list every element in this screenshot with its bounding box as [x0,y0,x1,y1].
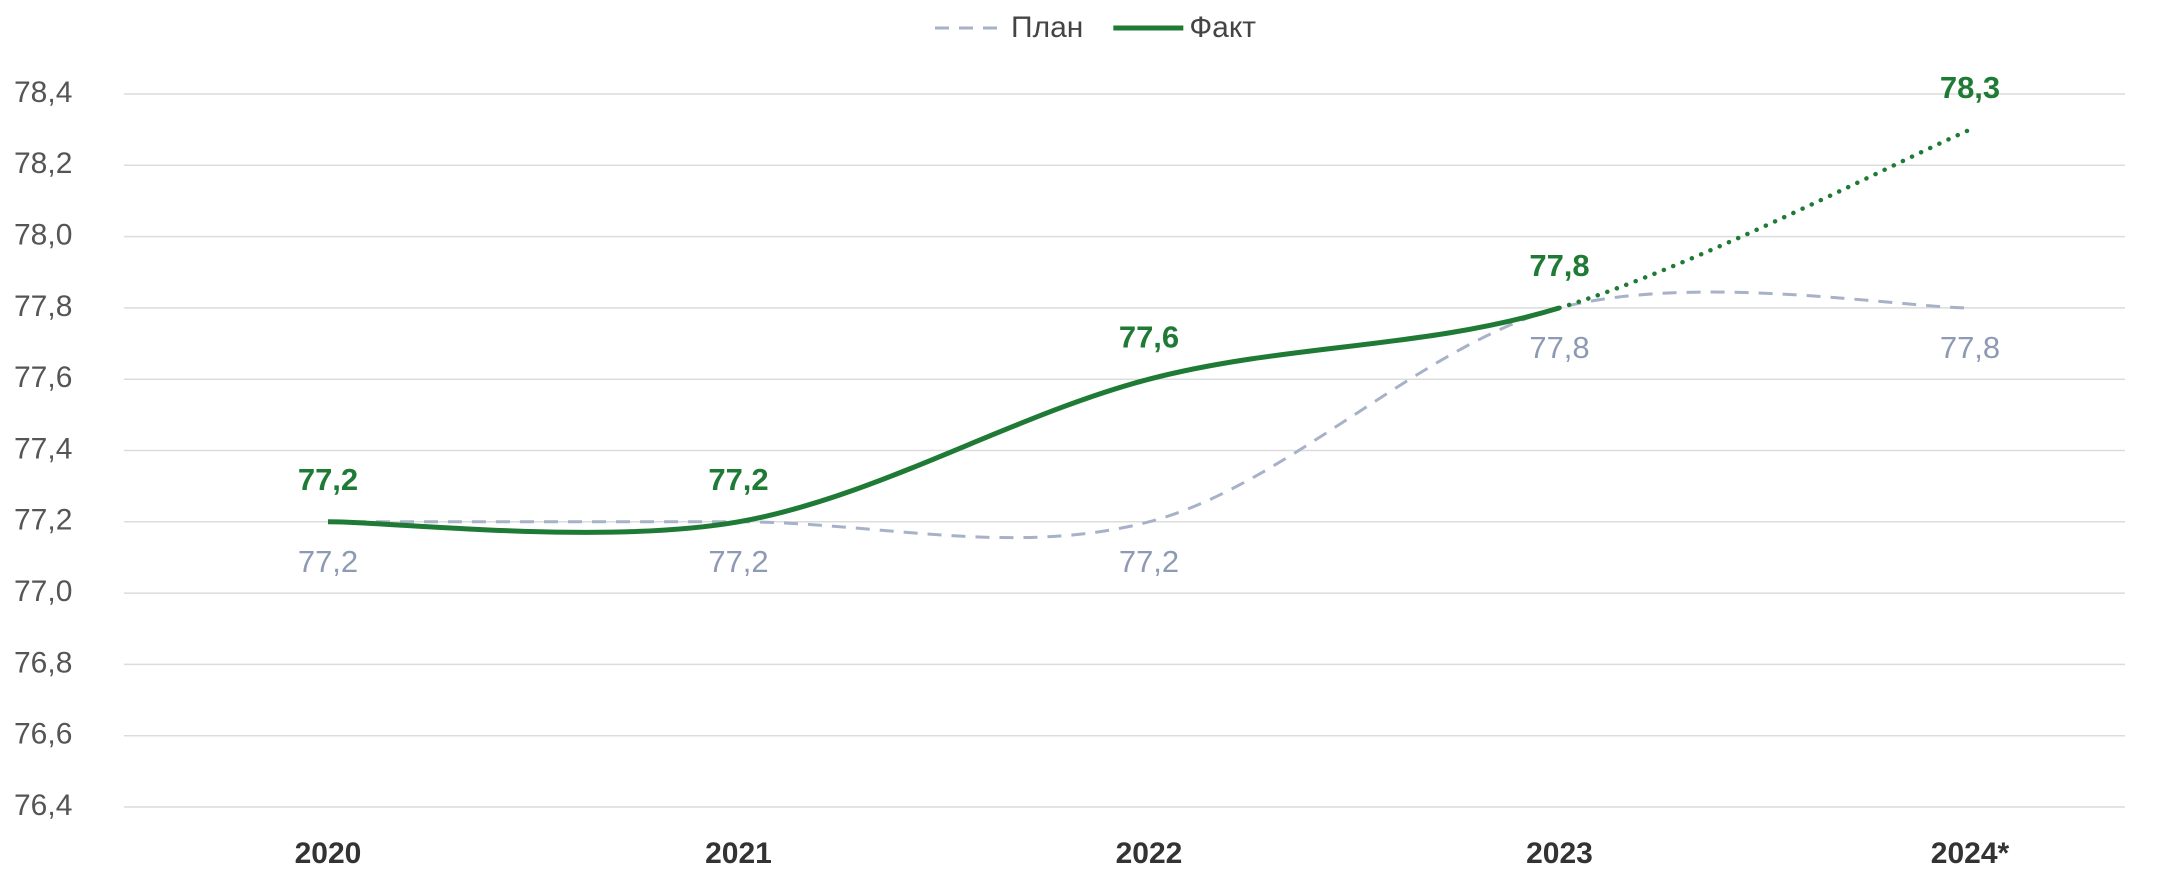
x-tick-label: 2022 [1116,837,1183,870]
y-tick-label: 77,6 [14,361,72,394]
y-tick-label: 78,4 [14,76,72,109]
legend: План Факт [935,11,1256,44]
data-label: 77,8 [1940,330,2000,365]
x-tick-label: 2020 [295,837,362,870]
y-tick-label: 77,4 [14,432,72,465]
y-tick-label: 78,2 [14,147,72,180]
x-tick-label: 2021 [705,837,772,870]
y-tick-label: 76,4 [14,789,72,822]
y-tick-label: 77,2 [14,504,72,537]
legend-label: Факт [1189,11,1256,44]
series-line [327,305,1561,535]
x-tick-label: 2023 [1526,837,1593,870]
data-label: 77,8 [1529,330,1589,365]
data-label: 77,2 [708,544,768,579]
series-line [327,290,1971,540]
data-label: 77,6 [1119,319,1179,354]
data-label: 78,3 [1940,70,2000,105]
y-tick-label: 77,8 [14,290,72,323]
y-tick-label: 76,6 [14,718,72,751]
x-tick-label: 2024* [1931,837,2010,870]
data-label: 77,2 [1119,544,1179,579]
data-label: 77,2 [298,544,358,579]
data-label: 77,2 [298,462,358,497]
y-tick-label: 78,0 [14,219,72,252]
y-tick-label: 76,8 [14,646,72,679]
data-label: 77,2 [708,462,768,497]
data-label: 77,8 [1529,248,1589,283]
series-line [1557,127,1973,311]
y-tick-label: 77,0 [14,575,72,608]
legend-label: План [1011,11,1083,44]
